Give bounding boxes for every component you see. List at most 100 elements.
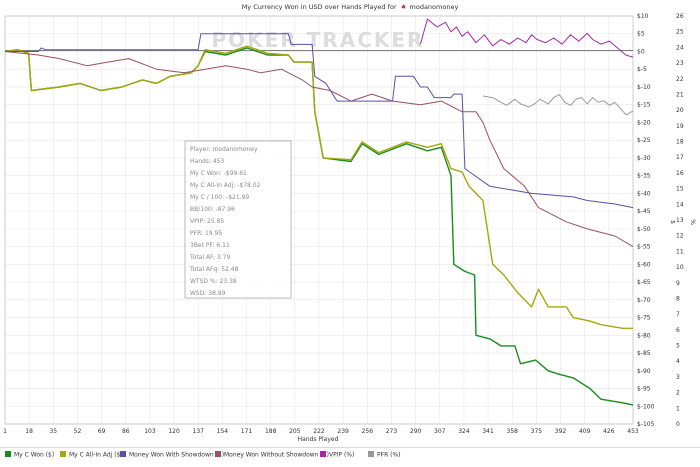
legend-item-2[interactable]: My C All-In Adj ($) — [60, 451, 123, 459]
x-tick-label: 426 — [603, 428, 615, 435]
legend-item-1[interactable]: My C Won ($) — [5, 451, 54, 459]
stats-won: My C Won: -$99.61 — [190, 170, 247, 177]
stats-pfr: PFR: 19.95 — [190, 230, 222, 237]
y-money-tick-label: $5 — [637, 31, 645, 38]
y-money-tick-label: $-50 — [637, 226, 651, 233]
legend-label: PFR (%) — [377, 452, 401, 459]
y-money-tick-label: $-55 — [637, 244, 651, 251]
y-money-tick-label: $-80 — [637, 332, 651, 339]
y-money-tick-label: $-10 — [637, 84, 651, 91]
y-percent-tick-label: 9 — [676, 280, 680, 287]
chart-title-prefix: My Currency Won in USD over Hands Played… — [242, 3, 397, 11]
legend-label: Money Won With Showdown ($) — [129, 452, 224, 459]
y-axis-money: $10 $5 $0 $-5 $-10 $-15 $-20 $-25 $-30 $-35 $-40 $-… — [637, 13, 655, 428]
y-money-tick-label: $-65 — [637, 279, 651, 286]
y-axis-money-title: $ — [669, 220, 676, 224]
y-money-tick-label: $-40 — [637, 190, 651, 197]
x-tick-label: 409 — [579, 428, 591, 435]
stats-box: Player: modanomoney Hands: 453 My C Won:… — [184, 140, 292, 299]
y-money-tick-label: $-5 — [637, 66, 647, 73]
stats-bb100: BB/100: -87.96 — [190, 206, 235, 213]
y-percent-tick-label: 0 — [676, 421, 680, 428]
y-money-tick-label: $-75 — [637, 315, 651, 322]
stats-wtsd: WTSD %: 23.38 — [190, 278, 237, 285]
stats-wsd: WSD: 38.89 — [190, 290, 226, 297]
y-percent-tick-label: 12 — [676, 233, 684, 240]
legend: My C Won ($) My C All-In Adj ($) Money Won… — [5, 451, 401, 459]
legend-item-3[interactable]: Money Won With Showdown ($) — [120, 451, 224, 459]
legend-label: Money Won Without Showdown ($) — [224, 452, 329, 459]
x-tick-label: 256 — [362, 428, 374, 435]
y-money-tick-label: $-95 — [637, 386, 651, 393]
stats-vpip: VPIP: 25.85 — [190, 218, 224, 225]
legend-item-4[interactable]: Money Won Without Showdown ($) — [215, 451, 329, 459]
y-money-tick-label: $-90 — [637, 368, 651, 375]
legend-item-6[interactable]: PFR (%) — [368, 451, 401, 459]
y-money-tick-label: $-30 — [637, 155, 651, 162]
y-money-tick-label: $-35 — [637, 173, 651, 180]
y-axis-percent: 2625242322212019181716151413121110987654… — [676, 13, 684, 428]
stats-afq: Total AFq: 52.48 — [189, 266, 239, 273]
legend-swatch — [120, 451, 126, 457]
chart-title-player: modanomoney — [410, 3, 459, 11]
y-percent-tick-label: 11 — [676, 248, 684, 255]
legend-label: My C Won ($) — [14, 452, 54, 459]
x-tick-label: 290 — [410, 428, 422, 435]
x-tick-label: 52 — [74, 428, 82, 435]
y-money-tick-label: $10 — [637, 13, 649, 20]
stats-player: Player: modanomoney — [190, 146, 258, 153]
legend-label: VPIP (%) — [329, 452, 354, 459]
y-percent-tick-label: 4 — [676, 358, 680, 365]
y-percent-tick-label: 1 — [676, 405, 680, 412]
x-tick-label: 1 — [3, 428, 7, 435]
y-percent-tick-label: 15 — [676, 186, 684, 193]
legend-swatch — [215, 451, 221, 457]
legend-swatch — [5, 451, 11, 457]
y-percent-tick-label: 10 — [676, 264, 684, 271]
x-tick-label: 35 — [49, 428, 57, 435]
y-money-tick-label: $-105 — [637, 421, 655, 428]
y-percent-tick-label: 5 — [676, 343, 680, 350]
y-money-tick-label: $-45 — [637, 208, 651, 215]
stats-allin: My C All-In Adj: -$78.02 — [190, 182, 261, 189]
x-axis: 1 18 35 52 69 86 103 120 137 154 171 188 205 222 239 25… — [3, 428, 639, 435]
y-percent-tick-label: 26 — [676, 13, 684, 20]
y-percent-tick-label: 16 — [676, 170, 684, 177]
x-tick-label: 188 — [265, 428, 277, 435]
y-axis-percent-title: % — [689, 219, 696, 225]
y-percent-tick-label: 6 — [676, 327, 680, 334]
y-money-tick-label: $-70 — [637, 297, 651, 304]
legend-label: My C All-In Adj ($) — [69, 452, 123, 459]
series-line-3 — [5, 33, 634, 209]
series-line-2 — [4, 45, 634, 329]
x-tick-label: 341 — [482, 428, 494, 435]
x-tick-label: 103 — [144, 428, 156, 435]
y-money-tick-label: $0 — [637, 48, 645, 55]
x-tick-label: 120 — [168, 428, 180, 435]
x-tick-label: 137 — [193, 428, 205, 435]
y-percent-tick-label: 2 — [676, 390, 680, 397]
stats-af: Total AF: 3.79 — [189, 254, 230, 261]
y-percent-tick-label: 25 — [676, 29, 684, 36]
x-tick-label: 222 — [313, 428, 325, 435]
stats-hands: Hands: 453 — [190, 158, 224, 165]
y-percent-tick-label: 8 — [676, 295, 680, 302]
x-tick-label: 239 — [337, 428, 349, 435]
legend-swatch — [320, 451, 326, 457]
y-money-tick-label: $-100 — [637, 403, 655, 410]
x-tick-label: 307 — [434, 428, 446, 435]
y-percent-tick-label: 21 — [676, 91, 684, 98]
y-percent-tick-label: 22 — [676, 76, 684, 83]
legend-item-5[interactable]: VPIP (%) — [320, 451, 354, 459]
x-tick-label: 86 — [122, 428, 130, 435]
poker-suit-icon: ♠ — [401, 3, 407, 11]
stats-per100: My C / 100: -$21.99 — [190, 194, 249, 201]
x-tick-label: 171 — [241, 428, 253, 435]
y-percent-tick-label: 24 — [676, 44, 684, 51]
series-line-4 — [4, 51, 634, 248]
y-percent-tick-label: 3 — [676, 374, 680, 381]
series-layer — [4, 18, 634, 406]
y-money-tick-label: $-60 — [637, 261, 651, 268]
series-line-6 — [482, 94, 634, 116]
